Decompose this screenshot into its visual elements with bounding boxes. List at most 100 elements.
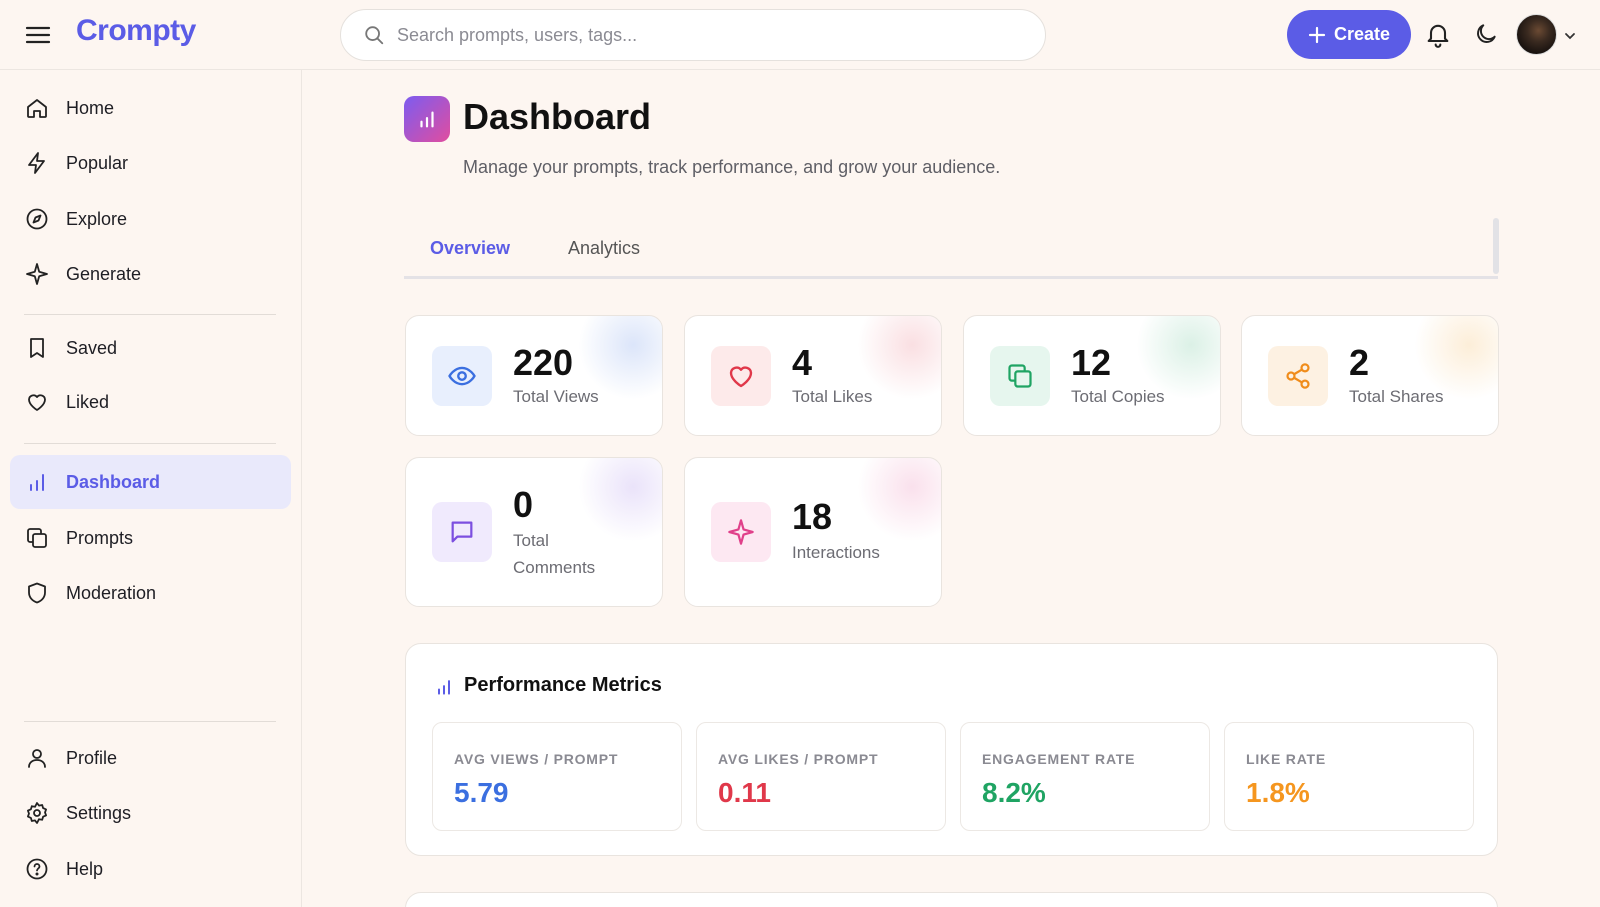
bar-chart-icon <box>25 470 49 494</box>
stat-label: Total Comments <box>513 531 596 577</box>
metric-value: 1.8% <box>1246 777 1310 808</box>
metric-label: AVG LIKES / PROMPT <box>718 751 879 767</box>
search-bar[interactable] <box>340 9 1046 61</box>
chevron-down-icon[interactable] <box>1563 29 1577 43</box>
heart-icon <box>711 346 771 406</box>
home-icon <box>25 96 49 120</box>
sidebar-item-profile[interactable]: Profile <box>10 731 291 785</box>
copy-icon <box>990 346 1050 406</box>
performance-metrics-card: Performance Metrics AVG VIEWS / PROMPT 5… <box>405 643 1498 856</box>
sidebar-item-saved[interactable]: Saved <box>10 321 291 375</box>
sidebar-item-label: Moderation <box>66 582 157 603</box>
stat-value: 0 <box>513 484 534 525</box>
top-bar: Crompty Create <box>0 0 1600 70</box>
create-button-label: Create <box>1333 24 1391 44</box>
bookmark-icon <box>25 336 49 360</box>
sidebar-item-liked[interactable]: Liked <box>10 375 291 429</box>
sidebar-item-label: Help <box>66 858 104 879</box>
heart-icon <box>25 390 49 414</box>
tab-overview[interactable]: Overview <box>430 238 511 258</box>
metric-engagement-rate: ENGAGEMENT RATE 8.2% <box>960 722 1210 831</box>
search-input[interactable] <box>397 10 1017 60</box>
notification-bell-icon[interactable] <box>1424 20 1452 48</box>
page-subtitle: Manage your prompts, track performance, … <box>463 157 1001 177</box>
stat-label: Total Shares <box>1349 387 1444 406</box>
gear-icon <box>25 801 49 825</box>
sidebar-item-label: Prompts <box>66 527 134 548</box>
stat-card-likes: 4 Total Likes <box>684 315 942 436</box>
comment-icon <box>432 502 492 562</box>
sidebar-item-help[interactable]: Help <box>10 842 291 896</box>
next-section-card <box>405 892 1498 907</box>
compass-icon <box>25 207 49 231</box>
sidebar-item-label: Settings <box>66 802 132 823</box>
sidebar-item-label: Dashboard <box>66 471 161 492</box>
eye-icon <box>432 346 492 406</box>
sparkle-icon <box>711 502 771 562</box>
stat-card-interactions: 18 Interactions <box>684 457 942 607</box>
hamburger-menu-icon[interactable] <box>24 21 54 49</box>
metric-avg-views: AVG VIEWS / PROMPT 5.79 <box>432 722 682 831</box>
stat-value: 12 <box>1071 342 1112 383</box>
stat-value: 4 <box>792 342 813 383</box>
metric-like-rate: LIKE RATE 1.8% <box>1224 722 1474 831</box>
card-glow <box>857 458 941 542</box>
metric-label: AVG VIEWS / PROMPT <box>454 751 619 767</box>
help-icon <box>25 857 49 881</box>
stat-label: Total Likes <box>792 387 873 406</box>
tab-bar: Overview Analytics <box>404 218 1499 280</box>
copy-icon <box>25 526 49 550</box>
sidebar-item-label: Explore <box>66 208 128 229</box>
metric-label: ENGAGEMENT RATE <box>982 751 1136 767</box>
stat-card-comments: 0 Total Comments <box>405 457 663 607</box>
plus-icon <box>1308 26 1326 44</box>
sidebar-item-moderation[interactable]: Moderation <box>10 566 291 620</box>
sparkle-icon <box>25 262 49 286</box>
stat-value: 18 <box>792 496 833 537</box>
sidebar-item-label: Liked <box>66 391 110 412</box>
metric-label: LIKE RATE <box>1246 751 1327 767</box>
user-icon <box>25 746 49 770</box>
dark-mode-toggle-icon[interactable] <box>1473 21 1499 47</box>
sidebar-divider <box>24 443 276 444</box>
lightning-icon <box>25 151 49 175</box>
metric-avg-likes: AVG LIKES / PROMPT 0.11 <box>696 722 946 831</box>
sidebar-item-popular[interactable]: Popular <box>10 136 291 190</box>
stat-card-copies: 12 Total Copies <box>963 315 1221 436</box>
app-logo[interactable]: Crompty <box>76 14 196 47</box>
performance-metrics-title: Performance Metrics <box>464 674 662 696</box>
sidebar-item-label: Profile <box>66 747 118 768</box>
dashboard-page-icon <box>404 96 450 142</box>
sidebar-item-prompts[interactable]: Prompts <box>10 511 291 565</box>
tab-scrollbar[interactable] <box>1493 218 1499 274</box>
sidebar-item-home[interactable]: Home <box>10 81 291 135</box>
bar-chart-icon <box>434 677 454 697</box>
sidebar-item-settings[interactable]: Settings <box>10 786 291 840</box>
sidebar-item-generate[interactable]: Generate <box>10 247 291 301</box>
stat-value: 220 <box>513 342 574 383</box>
sidebar-item-explore[interactable]: Explore <box>10 192 291 246</box>
create-button[interactable]: Create <box>1287 10 1411 59</box>
user-avatar[interactable] <box>1516 14 1557 55</box>
sidebar-item-dashboard[interactable]: Dashboard <box>10 455 291 509</box>
stat-card-views: 220 Total Views <box>405 315 663 436</box>
sidebar-item-label: Popular <box>66 152 129 173</box>
sidebar-item-label: Generate <box>66 263 142 284</box>
sidebar-item-label: Saved <box>66 337 118 358</box>
page-title: Dashboard <box>463 96 652 137</box>
search-icon <box>363 24 385 46</box>
stat-label: Total Views <box>513 387 599 406</box>
tab-analytics[interactable]: Analytics <box>568 238 641 258</box>
metric-value: 8.2% <box>982 777 1046 808</box>
shield-icon <box>25 581 49 605</box>
stat-value: 2 <box>1349 342 1370 383</box>
stat-label: Total Copies <box>1071 387 1165 406</box>
sidebar: Home Popular Explore Generate Saved Like… <box>0 70 302 907</box>
sidebar-divider <box>24 721 276 722</box>
tab-underline <box>404 276 1498 279</box>
stat-label: Interactions <box>792 543 880 562</box>
stat-card-shares: 2 Total Shares <box>1241 315 1499 436</box>
sidebar-divider <box>24 314 276 315</box>
sidebar-item-label: Home <box>66 97 115 118</box>
metric-value: 0.11 <box>718 777 771 808</box>
